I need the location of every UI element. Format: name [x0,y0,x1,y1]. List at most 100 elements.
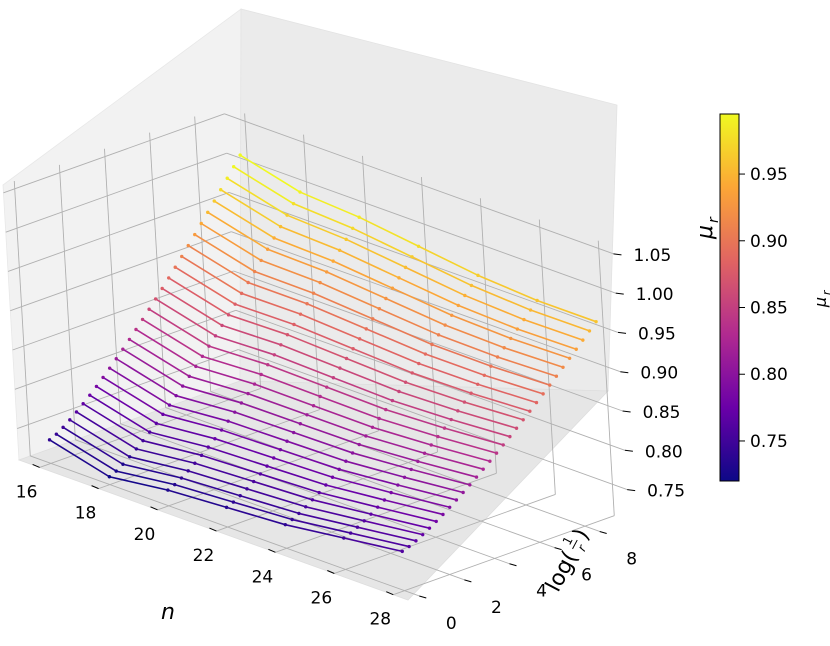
surface-line [267,248,327,273]
surface-line [181,477,241,497]
surface-point [265,464,269,468]
surface-point [456,409,460,413]
x-tick-label: 16 [16,482,38,502]
surface-point [410,371,414,375]
surface-line [377,506,437,523]
x-tick [327,570,335,574]
grid-line [120,423,510,565]
surface-line [168,277,229,316]
colorbar-label: μ r [811,289,830,308]
svg-text:μ: μ [693,225,718,240]
surface-point [47,438,52,442]
surface-line [517,328,577,350]
surface-point [121,347,125,351]
surface-point [140,317,145,322]
surface-point [246,280,250,285]
surface-point [463,293,467,298]
surface-point [220,323,224,328]
surface-line [444,324,505,349]
surface-point [292,322,296,327]
grid-line [7,192,230,272]
surface-point [233,302,237,306]
surface-point [226,313,231,317]
surface-line [162,413,222,431]
surface-point [141,438,145,443]
grid-line [420,177,438,453]
colorbar-tick-label: 0.95 [750,165,788,185]
surface-point [259,258,263,263]
z-tick-label: 0.75 [647,482,685,502]
surface-point [561,365,565,369]
surface-line [115,358,177,397]
surface-point [422,451,427,455]
colorbar-ticks: 0.75 0.80 0.85 0.90 0.95 [739,165,788,452]
surface-point [134,447,139,451]
surface-line [254,383,314,407]
y-tick [464,579,472,583]
surface-point [509,336,513,341]
grid-line [10,231,232,312]
grid-line [3,113,225,194]
surface-point [219,188,223,192]
surface-point [476,382,480,386]
surface-line [149,431,209,448]
surface-point [213,334,218,338]
surface-line [215,335,275,356]
surface-line [325,484,385,501]
surface-point [397,276,401,280]
surface-point [311,403,316,408]
surface-point [469,391,473,395]
surface-line [254,270,314,294]
grid-line [226,152,616,294]
svg-text:r: r [575,542,590,554]
surface-point [515,327,520,331]
colorbar-tick-label: 0.90 [750,232,788,252]
surface-point [318,280,322,285]
grid-line [233,270,623,412]
surface-point [396,483,400,487]
surface-line [358,216,419,247]
surface-line [169,404,229,422]
surface-line [431,343,492,367]
surface-line [129,456,189,472]
surface-line [201,454,261,475]
surface-line [306,414,367,437]
x-axis-label: n [161,600,175,625]
surface-line [194,233,256,273]
surface-point [434,519,438,524]
surface-point [172,482,177,487]
z-tick [622,410,631,413]
surface-point [251,479,256,484]
surface-line [122,348,184,387]
surface-line [404,476,464,494]
surface-point [226,419,230,423]
surface-point [121,462,125,466]
surface-line [457,410,517,430]
surface-point [279,343,283,347]
surface-line [510,337,570,360]
surface-point [449,417,453,422]
surface-line [470,392,531,412]
surface-line [76,411,137,450]
surface-line [285,523,344,539]
grid-line [39,388,261,468]
surface-point [179,476,184,480]
surface-point [297,511,301,516]
surface-line [89,394,151,433]
surface-point [305,413,309,417]
grid-line [538,219,556,495]
surface-line [300,422,360,446]
x-tick-label: 26 [311,588,333,608]
surface-point [278,224,283,229]
surface-line [339,367,400,393]
surface-line [372,318,433,346]
surface-point [481,467,485,471]
surface-line [181,255,243,295]
x-tick [91,485,99,490]
z-tick-label: 0.85 [643,403,681,423]
surface-point [94,384,99,389]
surface-point [311,291,316,295]
surface-point [298,190,302,194]
surface-line [300,313,360,340]
